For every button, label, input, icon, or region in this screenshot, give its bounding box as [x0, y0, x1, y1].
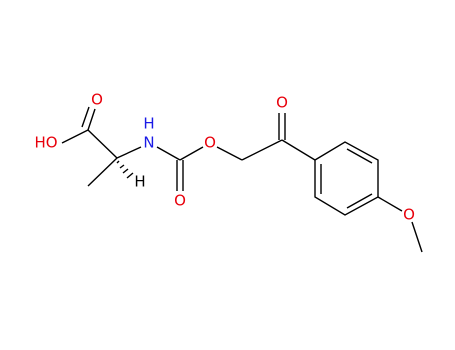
atom-label: N [143, 134, 154, 152]
atom-label: H [143, 115, 154, 133]
atom-label: O [174, 192, 186, 210]
atom-label: O [204, 134, 216, 152]
atom-label: O [91, 91, 103, 109]
atom-label: O [276, 94, 288, 112]
atom-label: HO [34, 134, 57, 152]
atom-label: O [403, 206, 415, 224]
atom-label: H [134, 173, 145, 191]
bonds [61, 106, 423, 253]
